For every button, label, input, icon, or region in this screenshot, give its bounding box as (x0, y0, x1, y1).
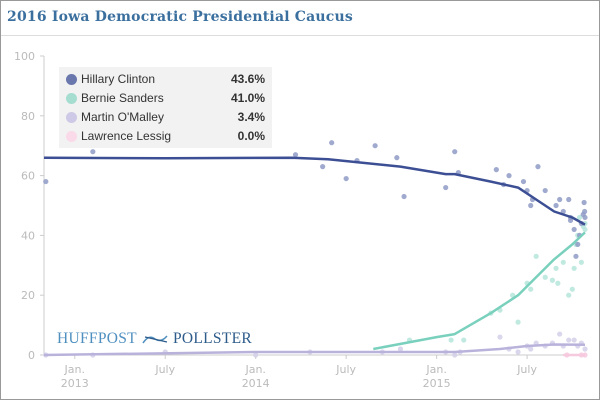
data-point (90, 149, 96, 155)
data-point (515, 319, 521, 325)
data-point (448, 337, 454, 343)
data-point (43, 178, 49, 185)
data-point (582, 208, 588, 215)
data-point (566, 292, 572, 298)
data-point (292, 152, 299, 158)
legend-swatch (66, 93, 77, 104)
data-point (452, 149, 458, 155)
data-point (535, 164, 541, 170)
data-point (533, 253, 539, 259)
x-tick-label: 2014 (242, 377, 270, 390)
legend-label: Lawrence Lessig (81, 129, 172, 143)
x-tick-label: Jan. (425, 363, 446, 376)
x-tick-label: Jan. (244, 363, 265, 376)
data-point (372, 143, 378, 149)
trend-line (43, 343, 586, 357)
data-point (520, 178, 527, 185)
data-point (320, 164, 326, 170)
swoosh-icon (142, 335, 168, 344)
huffpost-pollster-logo: HUFFPOST POLLSTER (57, 330, 252, 348)
data-point (553, 265, 559, 271)
legend-value: 0.0% (237, 129, 265, 143)
y-tick-label: 20 (21, 289, 35, 302)
legend-item-omalley[interactable]: Martin O'Malley 3.4% (59, 109, 272, 128)
data-point (515, 349, 521, 355)
data-point (557, 196, 563, 203)
legend-value: 3.4% (237, 110, 265, 124)
title-divider (1, 35, 599, 36)
data-point (528, 202, 534, 209)
data-point (506, 173, 512, 179)
data-point (575, 241, 581, 247)
x-tick-label: July (335, 363, 356, 376)
legend-label: Martin O'Malley (81, 110, 164, 124)
legend-item-sanders[interactable]: Bernie Sanders 41.0% (59, 90, 272, 109)
data-point (401, 193, 407, 200)
data-point (560, 259, 566, 265)
data-point (253, 352, 259, 358)
data-point (549, 277, 556, 283)
data-point (443, 184, 449, 191)
chart-title: 2016 Iowa Democratic Presidential Caucus (7, 9, 353, 25)
legend-swatch (66, 131, 77, 142)
data-point (497, 334, 503, 340)
logo-huffpost: HUFFPOST (57, 330, 137, 347)
logo-pollster: POLLSTER (172, 330, 252, 347)
x-tick-label: 2013 (61, 377, 89, 390)
data-point (555, 280, 561, 286)
data-point (571, 265, 577, 271)
scatter-points (43, 140, 588, 358)
x-tick-label: 2015 (423, 377, 451, 390)
data-point (581, 199, 587, 206)
y-tick-label: 100 (14, 50, 35, 63)
data-point (569, 286, 575, 292)
legend-label: Bernie Sanders (81, 91, 164, 105)
data-point (528, 346, 534, 352)
x-tick-label: July (154, 363, 175, 376)
data-point (582, 226, 588, 233)
x-tick-label: Jan. (64, 363, 85, 376)
legend-label: Hillary Clinton (81, 72, 156, 86)
legend-value: 43.6% (230, 72, 265, 86)
data-point (566, 337, 572, 343)
data-point (343, 175, 349, 182)
y-tick-label: 80 (21, 110, 35, 123)
data-point (576, 214, 583, 221)
data-point (571, 337, 577, 343)
legend-value: 41.0% (230, 91, 265, 105)
legend-swatch (66, 74, 77, 85)
data-point (542, 187, 548, 194)
data-point (329, 140, 335, 146)
data-point (394, 155, 400, 161)
y-tick-label: 40 (21, 229, 35, 242)
data-point (461, 337, 467, 343)
data-point (493, 167, 499, 173)
legend-item-lessig[interactable]: Lawrence Lessig 0.0% (59, 128, 272, 147)
data-point (573, 253, 579, 259)
data-point (452, 352, 458, 358)
y-tick-label: 60 (21, 170, 35, 183)
data-point (566, 196, 572, 203)
legend: Hillary Clinton 43.6% Bernie Sanders 41.… (59, 67, 272, 148)
trend-line (373, 231, 586, 351)
trend-lines (43, 156, 586, 357)
data-point (582, 346, 588, 352)
y-tick-label: 0 (28, 349, 35, 362)
data-point (553, 202, 559, 209)
data-point (397, 346, 404, 352)
data-point (528, 286, 534, 292)
trend-line (43, 156, 586, 226)
data-point (542, 274, 548, 280)
data-point (582, 214, 588, 221)
legend-item-clinton[interactable]: Hillary Clinton 43.6% (59, 71, 272, 90)
data-point (578, 259, 584, 265)
data-point (571, 226, 577, 233)
legend-swatch (66, 112, 77, 123)
data-point (557, 331, 563, 337)
x-tick-label: July (516, 363, 537, 376)
